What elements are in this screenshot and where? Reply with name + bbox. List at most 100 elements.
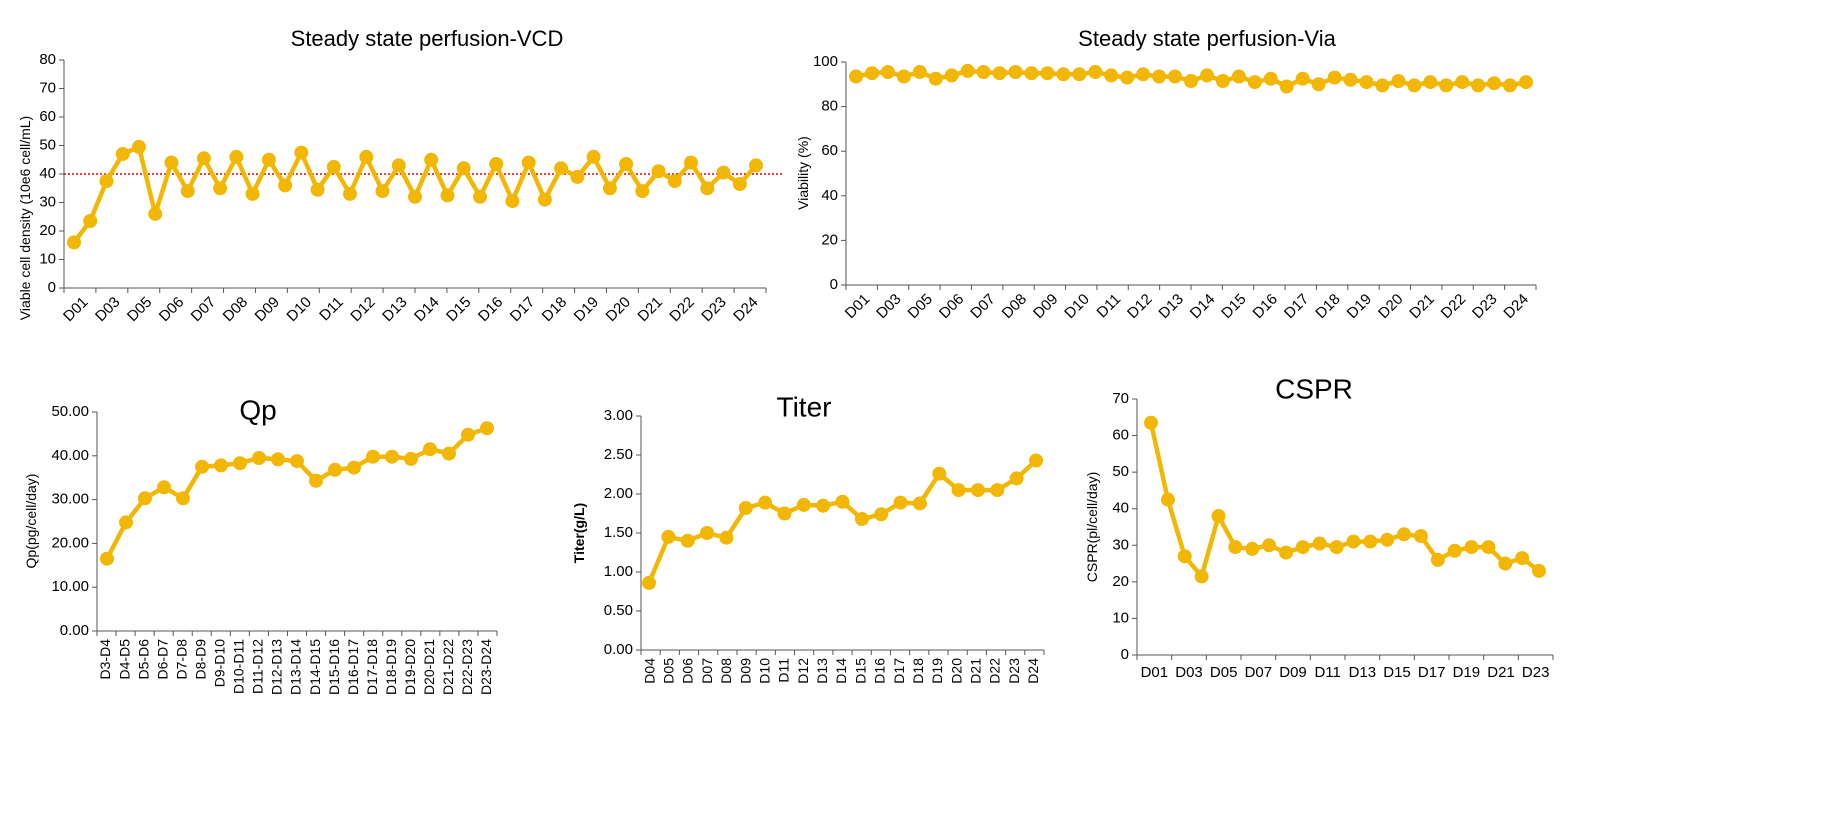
cspr-x-tick-label: D19 [1453,664,1481,681]
qp-point [366,449,380,464]
vcd-x-tick-label: D06 [156,294,187,325]
qp-point [461,427,475,442]
qp-chart: Qp Qp(pg/cell/day) 0.00 10.00 20.00 30.00 40.0… [23,394,498,695]
via-point [1024,66,1039,81]
vcd-point [440,188,455,203]
via-point [1503,78,1517,93]
via-point [1056,67,1071,82]
qp-x-tick-label: D4-D5 [116,639,132,680]
via-y-axis-label: Viability (%) [795,136,811,210]
cspr-point [1312,536,1327,551]
titer-x-tick-label: D21 [968,658,984,684]
vcd-point [164,155,179,170]
via-x-tick-label: D22 [1438,291,1469,322]
qp-point [480,421,494,436]
titer-point [758,495,773,510]
via-chart: Steady state perfusion-Via Viability (%) 0… [795,26,1537,322]
qp-x-tick-label: D6-D7 [154,639,170,680]
vcd-x-tick-label: D24 [730,294,761,325]
qp-point [423,442,437,457]
via-x-tick-label: D19 [1344,291,1375,322]
cspr-y-tick-label: 50 [1112,463,1129,480]
cspr-point [1211,509,1226,523]
qp-y-tick-label: 0.00 [60,622,89,639]
qp-point [404,451,418,466]
vcd-x-tick-label: D07 [188,294,219,325]
titer-y-tick-label: 0.00 [604,641,633,658]
via-point [849,69,863,84]
titer-point [1009,471,1024,486]
titer-point [680,533,695,548]
via-point [1327,70,1342,85]
via-point [912,65,927,79]
cspr-point [1397,527,1411,542]
qp-x-tick-label: D3-D4 [97,639,113,680]
via-point [1455,75,1470,90]
vcd-point [619,157,634,171]
titer-y-tick-label: 0.50 [604,602,633,619]
titer-point [893,495,908,510]
vcd-point [326,159,341,174]
vcd-point [667,174,682,189]
cspr-point [1160,492,1175,507]
qp-point [176,491,190,506]
vcd-point [261,152,276,167]
titer-x-tick-label: D08 [718,658,734,684]
vcd-x-tick-label: D23 [698,294,729,325]
vcd-point [180,184,195,199]
titer-point [700,526,714,540]
qp-point [271,452,285,467]
vcd-x-tick-label: D03 [92,294,123,325]
vcd-point [635,184,650,199]
qp-y-tick-label: 40.00 [51,447,89,464]
qp-y-tick-label: 50.00 [51,403,89,420]
via-point [1391,74,1406,88]
cspr-point [1144,415,1158,430]
qp-point [290,454,304,469]
qp-x-tick-label: D22-D23 [459,639,475,695]
via-point [1072,67,1087,82]
cspr-x-tick-label: D03 [1175,664,1203,681]
cspr-y-tick-label: 70 [1112,390,1129,407]
cspr-x-tick-label: D01 [1141,664,1169,681]
vcd-point [651,164,666,179]
qp-point [385,449,399,464]
qp-x-tick-label: D9-D10 [212,639,228,687]
cspr-x-tick-label: D23 [1522,664,1550,681]
cspr-x-tick-label: D15 [1383,664,1411,681]
qp-x-tick-label: D10-D11 [231,639,247,694]
via-point [1375,78,1390,93]
qp-point [138,491,152,506]
via-point [1359,75,1374,90]
qp-point [442,446,456,461]
titer-point [1029,453,1043,468]
titer-x-tick-label: D10 [756,658,772,684]
vcd-point [213,181,228,196]
via-point [1152,69,1167,84]
titer-point [951,483,966,498]
vcd-y-tick-label: 50 [39,136,56,153]
cspr-y-tick-label: 10 [1112,609,1129,626]
cspr-point [1363,534,1378,549]
titer-x-tick-label: D14 [833,658,849,684]
via-point [1215,74,1230,88]
vcd-point [343,186,357,201]
titer-point [854,512,869,526]
qp-y-tick-label: 10.00 [51,578,89,595]
vcd-point [148,206,163,221]
titer-point [932,466,947,481]
titer-point [738,501,753,515]
via-x-tick-label: D20 [1375,291,1406,322]
via-point [1487,76,1502,91]
via-point [992,66,1007,81]
qp-x-tick-label: D14-D15 [307,639,323,695]
vcd-x-tick-label: D08 [220,294,251,325]
vcd-point [115,147,130,161]
qp-point [347,460,361,475]
vcd-y-tick-label: 20 [39,222,56,239]
cspr-y-tick-label: 60 [1112,427,1129,444]
vcd-x-tick-label: D10 [283,294,314,325]
titer-x-tick-label: D09 [737,658,753,684]
via-x-tick-label: D17 [1281,291,1312,322]
